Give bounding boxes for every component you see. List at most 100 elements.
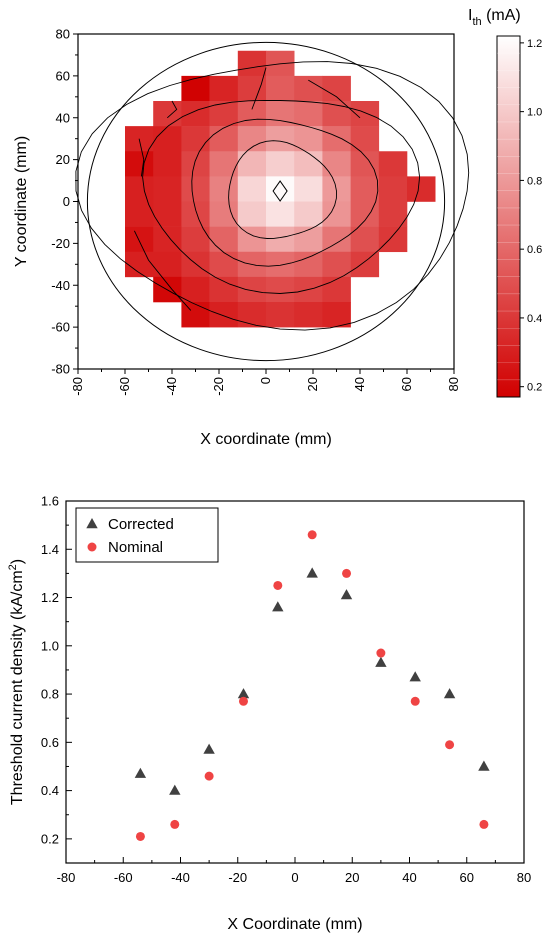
x-tick-label: 0 (258, 377, 273, 384)
colorbar-tick-label: 0.6 (527, 244, 542, 256)
heatmap-cell (266, 302, 295, 328)
heatmap-cell (209, 176, 239, 202)
heatmap-cell (322, 151, 351, 177)
heatmap-cell (153, 176, 182, 202)
point-corrected (134, 767, 147, 778)
y-tick-label: 1.0 (41, 638, 59, 653)
heatmap-cell (322, 302, 351, 328)
x-tick-label: -60 (117, 377, 132, 396)
heatmap-cell (181, 75, 210, 102)
heatmap-cell (266, 276, 295, 303)
heatmap-cell (350, 176, 380, 202)
point-corrected (409, 671, 421, 682)
x-tick-label: 0 (291, 870, 298, 885)
wafer-outline (86, 41, 446, 362)
point-nominal (170, 819, 180, 829)
y-tick-label: -40 (51, 278, 70, 293)
x-tick-label: -20 (228, 870, 247, 885)
heatmap-cell (294, 75, 323, 102)
point-nominal (479, 819, 489, 829)
y-tick-label: 0.6 (41, 735, 59, 750)
x-axis-ticks: -80 -60 -40 -20 0 20 40 60 80 (70, 369, 461, 396)
colorbar-title: Ith (mA) (468, 7, 521, 28)
colorbar-tick-label: 1.2 (527, 38, 542, 50)
x-tick-label: -40 (164, 377, 179, 396)
point-corrected (375, 656, 387, 667)
heatmap-cell (125, 151, 154, 177)
heatmap-cell (350, 226, 380, 253)
heatmap-cell (266, 226, 295, 253)
heatmap-cell (153, 126, 182, 152)
heatmap-cell (322, 201, 351, 227)
x-tick-label: 80 (517, 870, 531, 885)
colorbar-tick-label: 1.0 (527, 107, 542, 119)
heatmap-cell (237, 201, 267, 227)
point-corrected (237, 688, 250, 699)
point-corrected (478, 760, 490, 771)
x-tick-label: 60 (460, 870, 474, 885)
colorbar-tick-label: 0.2 (527, 382, 542, 394)
contour-line (191, 118, 379, 267)
heatmap-cell (294, 226, 323, 253)
y-tick-label: 60 (56, 68, 70, 83)
heatmap-cell (266, 176, 295, 202)
heatmap-cell (153, 201, 182, 227)
heatmap-cell (378, 226, 408, 253)
heatmap-cell (237, 226, 267, 253)
colorbar-ticks: 0.2 0.4 0.6 0.8 1.0 1.2 (520, 38, 542, 394)
heatmap-cell (125, 176, 154, 202)
point-nominal (204, 771, 214, 781)
point-corrected (272, 601, 284, 612)
heatmap-cell (237, 176, 267, 202)
colorbar-bands (497, 52, 520, 381)
point-nominal (376, 648, 386, 658)
heatmap-cell (181, 101, 210, 127)
point-corrected (340, 589, 353, 600)
contour-line (272, 180, 288, 202)
y-tick-label: 0.2 (41, 831, 59, 846)
heatmap-cell (350, 201, 380, 227)
heatmap-cell (237, 50, 267, 77)
y-tick-label: 1.2 (41, 590, 59, 605)
x-tick-label: -20 (211, 377, 226, 396)
point-corrected (169, 784, 181, 795)
heatmap-cell (181, 201, 210, 227)
legend-label-nominal: Nominal (108, 539, 163, 556)
point-corrected (443, 688, 456, 699)
x-tick-label: 20 (305, 377, 320, 391)
heatmap-cell (378, 151, 408, 177)
heatmap-cell (294, 176, 323, 202)
point-nominal (410, 696, 420, 706)
y-axis-label: Y coordinate (mm) (13, 136, 30, 267)
heatmap-cell (209, 151, 239, 177)
heatmap-cell (209, 302, 239, 328)
y-tick-label: 0.8 (41, 687, 59, 702)
heatmap-cell (209, 75, 239, 102)
point-corrected (203, 743, 215, 754)
x-tick-label: 20 (345, 870, 359, 885)
point-nominal (273, 580, 283, 590)
legend-box (75, 507, 219, 563)
heatmap-cell (237, 276, 267, 303)
heatmap-cell (153, 226, 182, 253)
contour-line (142, 99, 421, 294)
heatmap-cell (266, 126, 295, 152)
y-tick-label: -80 (51, 362, 70, 377)
heatmap-cell (181, 226, 210, 253)
heatmap-cell (322, 126, 351, 152)
x-tick-label: -80 (70, 377, 85, 396)
threshold-density-scatter: -80 -60 -40 -20 0 20 40 60 80 0.2 0.4 0.6 0.8 1.0 1.2… (7, 494, 531, 934)
contour-line (228, 140, 337, 239)
heatmap-cell (266, 75, 295, 102)
y-axis-ticks: -80 -60 -40 -20 0 20 40 60 80 (51, 27, 78, 377)
heatmap-cell (209, 251, 239, 278)
heatmap-cell (322, 276, 351, 303)
contour-line (138, 138, 145, 177)
heatmap-cell (294, 151, 323, 177)
y-tick-label: 0.4 (41, 783, 59, 798)
contour-line (167, 100, 178, 119)
x-axis-label: X Coordinate (mm) (227, 916, 362, 933)
y-tick-label: 20 (56, 152, 70, 167)
heatmap-cell (237, 302, 267, 328)
heatmap-cell (322, 251, 351, 278)
